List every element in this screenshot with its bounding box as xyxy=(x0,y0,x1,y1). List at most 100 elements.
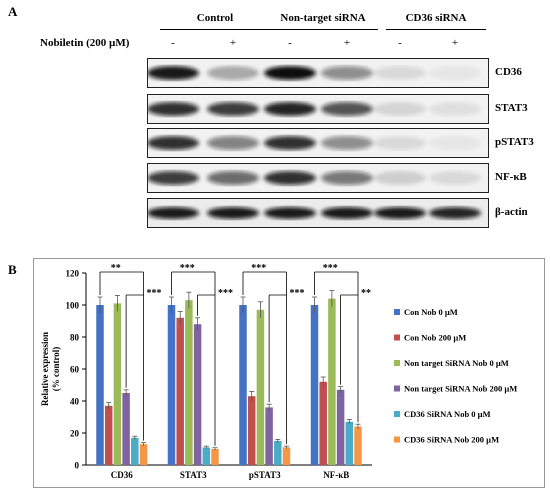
band-NF-κB-lane-2 xyxy=(207,171,259,185)
sig-inner-label-NF-κB: ** xyxy=(361,288,371,299)
band-CD36-lane-3 xyxy=(264,66,316,80)
sig-outer-label-CD36: ** xyxy=(111,263,121,274)
sig-outer-label-NF-κB: *** xyxy=(323,263,338,274)
treatment-label: Nobiletin (200 µM) xyxy=(40,37,130,49)
bar-NF-κB-series-3 xyxy=(328,298,336,465)
x-tick-label-2: pSTAT3 xyxy=(249,470,281,480)
panel-a-label: A xyxy=(8,4,18,19)
treatment-sign-lane-5: - xyxy=(398,37,402,49)
band-CD36-lane-4 xyxy=(321,66,373,80)
band-STAT3-lane-1 xyxy=(148,102,199,116)
bar-CD36-series-3 xyxy=(113,303,122,465)
band-β-actin-lane-3 xyxy=(264,207,316,219)
band-pSTAT3-lane-2 xyxy=(207,136,259,150)
group-nontarget-label: Non-target siRNA xyxy=(280,12,366,24)
blot-2 xyxy=(147,128,489,158)
treatment-sign-lane-1: - xyxy=(171,37,175,49)
blot-label-0: CD36 xyxy=(495,66,522,78)
y-axis-label-line-2: (% control) xyxy=(51,347,61,392)
legend-swatch-4 xyxy=(394,385,400,392)
treatment-sign-lane-2: + xyxy=(229,37,237,49)
bar-STAT3-series-6 xyxy=(211,449,219,465)
x-tick-label-1: STAT3 xyxy=(180,470,207,480)
band-pSTAT3-lane-4 xyxy=(321,136,373,150)
legend-label-6: CD36 SiRNA Nob 200 µM xyxy=(404,435,499,445)
legend-label-1: Con Nob 0 µM xyxy=(404,307,458,317)
band-NF-κB-lane-5 xyxy=(374,171,426,185)
legend-label-3: Non target SiRNA Nob 0 µM xyxy=(404,358,509,368)
bar-STAT3-series-2 xyxy=(176,317,184,465)
legend-swatch-3 xyxy=(394,360,400,366)
band-NF-κB-lane-3 xyxy=(264,171,316,185)
bar-pSTAT3-series-1 xyxy=(239,305,247,465)
bar-pSTAT3-series-3 xyxy=(256,309,265,465)
bar-NF-κB-series-5 xyxy=(345,421,354,465)
band-STAT3-lane-2 xyxy=(207,102,259,116)
bar-CD36-series-2 xyxy=(104,405,113,465)
sig-outer-label-STAT3: *** xyxy=(180,263,195,274)
legend-label-2: Con Nob 200 µM xyxy=(404,333,466,343)
band-CD36-lane-2 xyxy=(207,66,259,80)
treatment-sign-lane-6: + xyxy=(451,37,459,49)
y-axis-label-line-1: Relative expression xyxy=(40,332,50,406)
legend-swatch-2 xyxy=(394,334,400,341)
legend-label-4: Non target SiRNA Nob 200 µM xyxy=(404,384,517,394)
group-nontarget-underline xyxy=(270,29,378,30)
bar-NF-κB-series-4 xyxy=(336,389,345,465)
band-STAT3-lane-3 xyxy=(264,102,316,116)
band-β-actin-lane-6 xyxy=(429,207,481,219)
bar-pSTAT3-series-5 xyxy=(274,441,282,465)
band-β-actin-lane-4 xyxy=(321,207,373,219)
group-control-underline xyxy=(160,29,270,30)
x-tick-label-3: NF-κB xyxy=(323,470,349,480)
bar-pSTAT3-series-2 xyxy=(247,396,256,465)
legend-swatch-6 xyxy=(394,436,400,443)
sig-inner-label-CD36: *** xyxy=(147,288,162,299)
band-pSTAT3-lane-6 xyxy=(429,136,481,150)
y-tick-label-20: 20 xyxy=(70,429,80,439)
band-β-actin-lane-1 xyxy=(148,207,199,219)
bar-CD36-series-6 xyxy=(139,444,148,465)
band-NF-κB-lane-1 xyxy=(148,171,199,185)
y-tick-label-0: 0 xyxy=(75,461,80,471)
sig-outer-label-pSTAT3: *** xyxy=(251,263,266,274)
treatment-sign-lane-3: - xyxy=(288,37,292,49)
x-tick-label-0: CD36 xyxy=(111,470,133,480)
band-STAT3-lane-4 xyxy=(321,102,373,116)
bar-STAT3-series-5 xyxy=(202,447,211,465)
band-CD36-lane-6 xyxy=(429,66,481,80)
band-NF-κB-lane-4 xyxy=(321,171,373,185)
blot-label-2: pSTAT3 xyxy=(495,136,534,148)
bar-STAT3-series-4 xyxy=(193,324,202,465)
blot-0 xyxy=(147,58,489,88)
bar-NF-κB-series-1 xyxy=(310,305,319,465)
bar-CD36-series-1 xyxy=(96,305,104,465)
band-STAT3-lane-5 xyxy=(374,102,426,116)
bar-STAT3-series-3 xyxy=(185,300,193,465)
band-STAT3-lane-6 xyxy=(429,102,481,116)
band-pSTAT3-lane-3 xyxy=(264,136,316,150)
legend-swatch-5 xyxy=(394,411,400,417)
group-control-label: Control xyxy=(196,12,234,24)
legend-label-5: CD36 SiRNA Nob 0 µM xyxy=(404,409,491,419)
y-tick-label-100: 100 xyxy=(66,301,80,311)
bar-NF-κB-series-2 xyxy=(319,381,327,465)
bar-chart-frame: 0 20 40 60 80 100 120 Relative expression (% con… xyxy=(33,258,545,488)
band-pSTAT3-lane-1 xyxy=(148,136,199,150)
band-pSTAT3-lane-5 xyxy=(374,136,426,150)
y-tick-label-120: 120 xyxy=(66,269,80,279)
blot-label-4: β-actin xyxy=(495,206,528,218)
bar-CD36-series-5 xyxy=(131,437,139,465)
band-CD36-lane-5 xyxy=(374,66,426,80)
bar-pSTAT3-series-6 xyxy=(282,447,291,465)
group-cd36-label: CD36 siRNA xyxy=(405,12,467,24)
legend-swatch-1 xyxy=(394,309,400,315)
bar-chart: 0 20 40 60 80 100 120 Relative expression (% con… xyxy=(40,263,517,480)
blot-3 xyxy=(147,163,489,193)
y-tick-label-80: 80 xyxy=(70,333,80,343)
blot-1 xyxy=(147,94,489,124)
treatment-sign-lane-4: + xyxy=(343,37,351,49)
band-CD36-lane-1 xyxy=(148,66,199,80)
sig-inner-label-pSTAT3: *** xyxy=(290,288,305,299)
panel-b-label: B xyxy=(8,262,17,277)
